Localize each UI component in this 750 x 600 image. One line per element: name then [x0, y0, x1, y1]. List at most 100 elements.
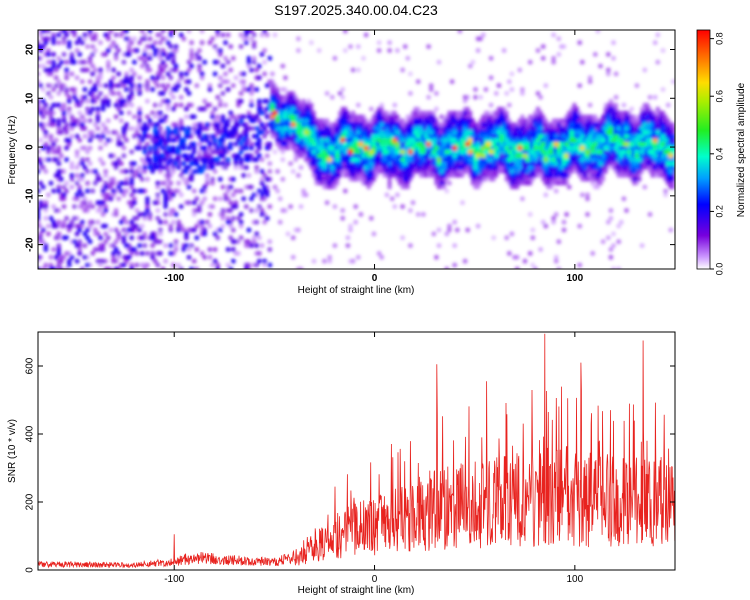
heatmap-cell	[40, 184, 46, 190]
heatmap-cell	[191, 188, 197, 194]
heatmap-cell	[165, 98, 171, 104]
heatmap-cell	[259, 169, 265, 174]
heatmap-cell	[436, 243, 442, 249]
heatmap-cell	[59, 153, 64, 159]
heatmap-cell	[254, 169, 260, 174]
heatmap-cell	[194, 130, 200, 135]
heatmap-cell	[340, 106, 346, 112]
heatmap-cell	[72, 59, 77, 65]
heatmap-cell	[249, 118, 254, 124]
heatmap-cell	[275, 118, 281, 124]
heatmap-cell	[238, 188, 244, 194]
heatmap-cell	[522, 258, 528, 264]
heatmap-cell	[118, 219, 124, 225]
heatmap-cell	[212, 44, 218, 49]
heatmap-cell	[204, 102, 210, 108]
heatmap-cell	[43, 215, 49, 221]
heatmap-cell	[105, 130, 111, 135]
heatmap-cell	[95, 133, 101, 139]
heatmap-cell	[230, 227, 236, 233]
heatmap-cell	[501, 157, 507, 163]
heatmap-cell	[241, 79, 247, 85]
heatmap-cell	[611, 110, 616, 116]
heatmap-cell	[272, 149, 278, 155]
heatmap-cell	[79, 161, 85, 167]
heatmap-cell	[85, 262, 90, 268]
heatmap-cell	[623, 125, 630, 132]
heatmap-cell	[293, 157, 299, 163]
heatmap-cell	[113, 239, 119, 245]
heatmap-cell	[384, 149, 390, 155]
heatmap-cell	[348, 227, 353, 233]
heatmap-cell	[402, 44, 408, 49]
heatmap-cell	[223, 165, 228, 170]
heatmap-cell	[139, 262, 145, 268]
heatmap-cell	[353, 122, 359, 127]
heatmap-cell	[100, 258, 106, 264]
heatmap-cell	[181, 176, 187, 182]
heatmap-cell	[439, 168, 445, 174]
heatmap-cell	[204, 122, 210, 127]
heatmap-cell	[623, 133, 630, 139]
heatmap-cell	[590, 157, 596, 163]
heatmap-cell	[105, 118, 111, 124]
heatmap-cell	[465, 106, 471, 112]
heatmap-cell	[439, 180, 444, 186]
heatmap-cell	[165, 40, 171, 46]
heatmap-cell	[98, 262, 103, 268]
heatmap-cell	[543, 223, 549, 229]
heatmap-cell	[178, 71, 184, 77]
heatmap-cell	[454, 173, 460, 178]
heatmap-cell	[38, 63, 41, 69]
heatmap-cell	[186, 30, 192, 34]
heatmap-cell	[118, 110, 124, 116]
heatmap-cell	[387, 184, 392, 190]
heatmap-cell	[530, 126, 536, 131]
heatmap-cell	[564, 212, 569, 217]
heatmap-cell	[480, 145, 486, 151]
heatmap-cell	[168, 149, 174, 155]
heatmap-cell	[605, 235, 611, 241]
heatmap-cell	[145, 208, 150, 213]
heatmap-cell	[243, 126, 249, 131]
heatmap-cell	[249, 36, 254, 42]
snr-x-tick-label: 0	[372, 574, 378, 585]
heatmap-cell	[249, 91, 254, 96]
heatmap-cell	[225, 262, 231, 268]
heatmap-cell	[413, 110, 418, 116]
heatmap-cell	[134, 251, 140, 256]
heatmap-cell	[210, 110, 215, 116]
heatmap-cell	[527, 212, 533, 217]
heatmap-cell	[87, 137, 93, 143]
heatmap-cell	[168, 223, 174, 229]
heatmap-cell	[306, 110, 312, 116]
heatmap-cell	[511, 145, 518, 151]
heatmap-cell	[267, 169, 273, 174]
heatmap-cell	[178, 75, 184, 81]
heatmap-cell	[361, 55, 366, 61]
heatmap-cell	[384, 169, 390, 174]
heatmap-cell	[145, 63, 150, 69]
heatmap-cell	[493, 165, 499, 170]
heatmap-cell	[418, 141, 424, 147]
heatmap-cell	[207, 223, 213, 229]
heatmap-cell	[626, 149, 632, 155]
heatmap-cell	[551, 59, 556, 65]
heatmap-cell	[95, 219, 101, 225]
heatmap-cell	[285, 98, 291, 104]
heatmap-cell	[160, 75, 166, 81]
heatmap-cell	[103, 169, 109, 174]
heatmap-cell	[132, 59, 137, 65]
heatmap-cell	[184, 169, 189, 174]
heatmap-cell	[215, 126, 221, 131]
heatmap-cell	[587, 75, 593, 81]
heatmap-cell	[238, 118, 244, 124]
heatmap-cell	[246, 173, 252, 178]
heatmap-cell	[506, 79, 512, 85]
heatmap-cell	[303, 157, 309, 163]
heatmap-cell	[118, 188, 124, 194]
heatmap-cell	[178, 32, 184, 38]
heatmap-cell	[212, 247, 218, 252]
heatmap-cell	[301, 149, 306, 155]
heatmap-cell	[64, 59, 69, 65]
